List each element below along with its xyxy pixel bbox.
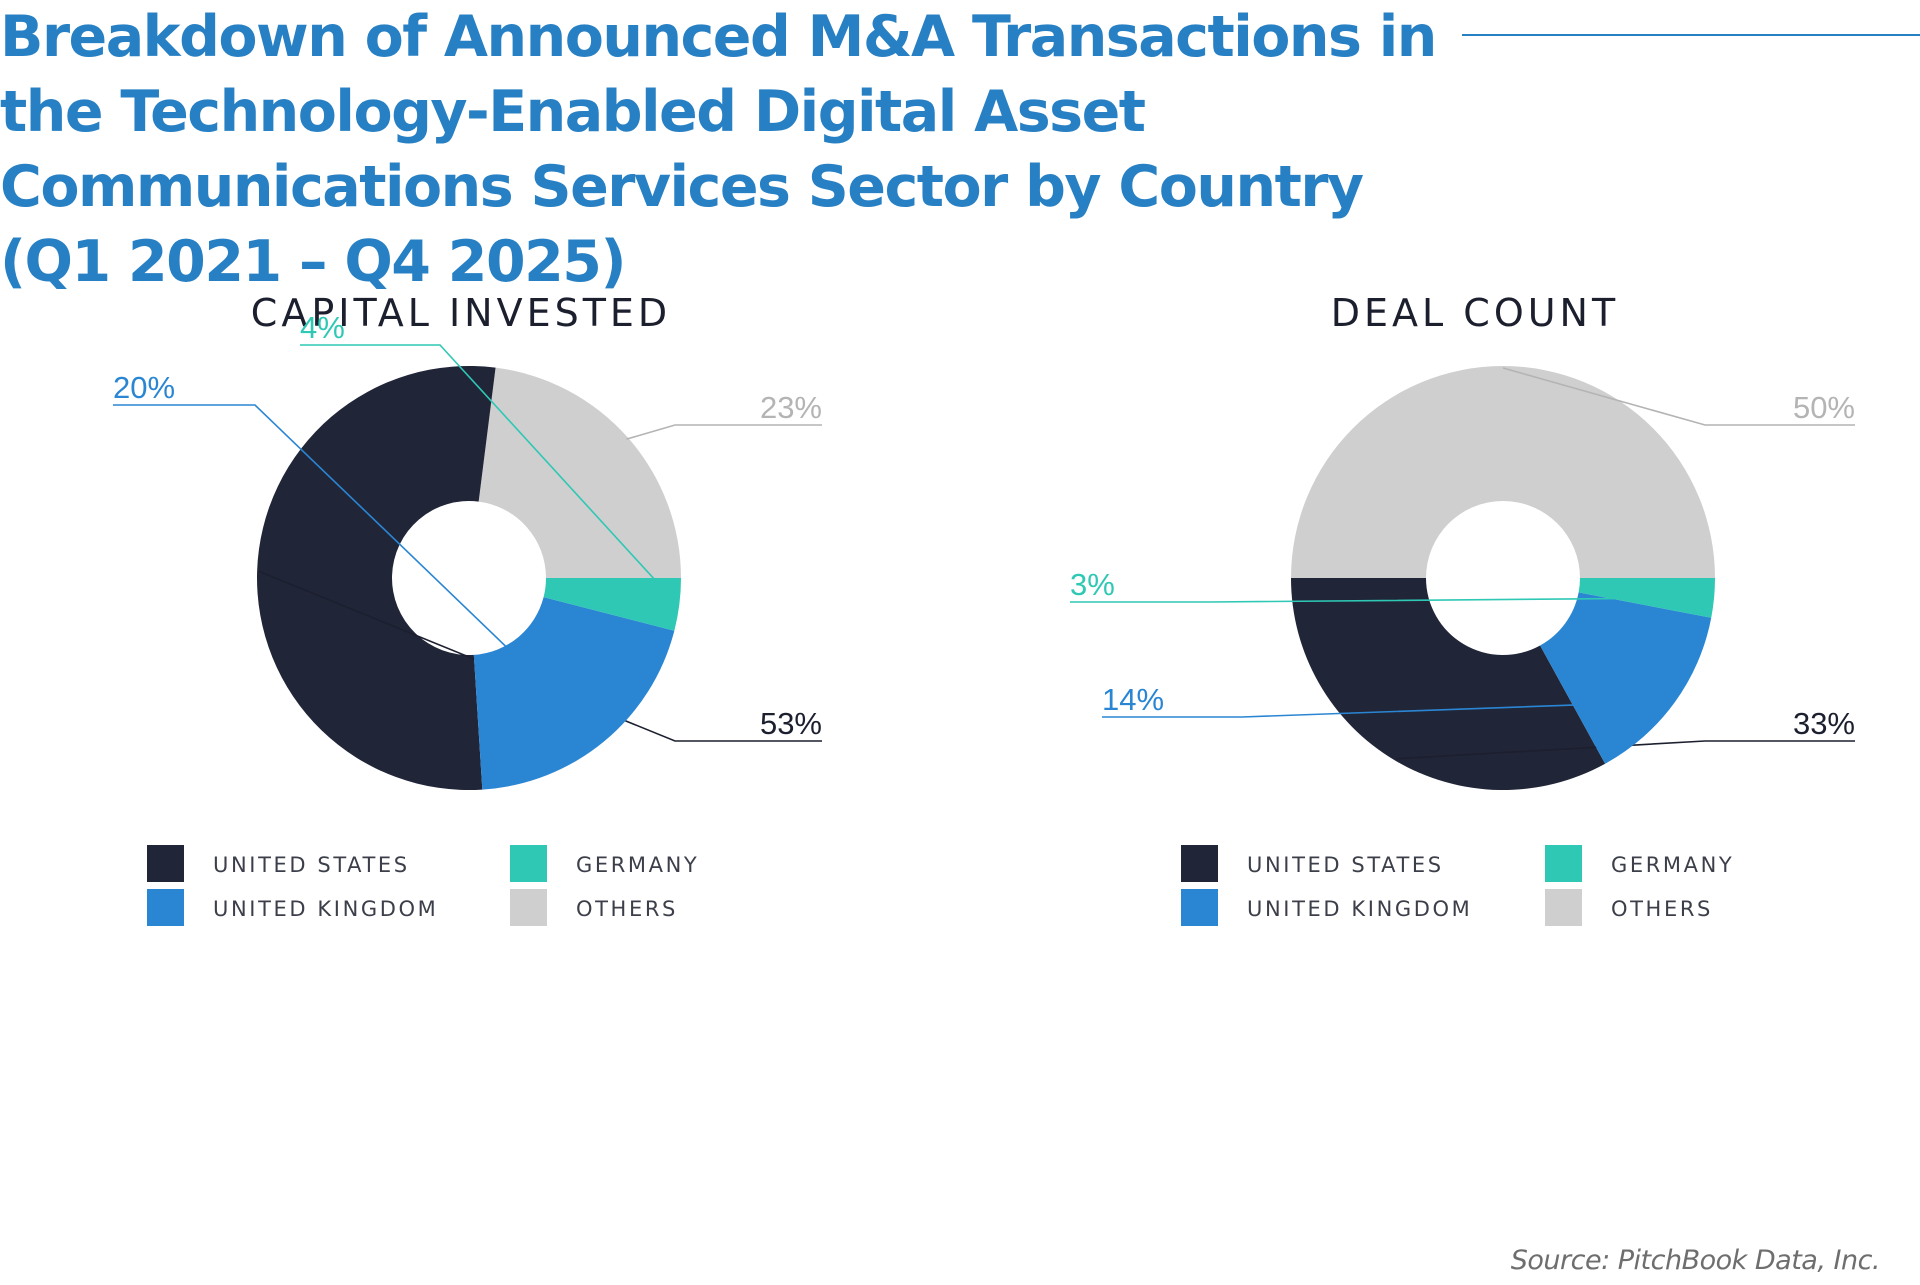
leader-line xyxy=(626,424,822,440)
slice-united-kingdom xyxy=(473,597,675,790)
legend-swatch xyxy=(1545,845,1582,882)
legend-label: UNITED STATES xyxy=(1247,853,1444,877)
legend-label: GERMANY xyxy=(576,853,699,877)
leader-line xyxy=(258,570,822,742)
legend-item-germany: GERMANY xyxy=(1545,845,1734,882)
legend-swatch xyxy=(147,845,184,882)
legend-swatch xyxy=(1181,845,1218,882)
slice-united-states xyxy=(256,365,496,790)
slice-germany xyxy=(543,578,681,631)
legend-swatch xyxy=(147,889,184,926)
legend-label: GERMANY xyxy=(1611,853,1734,877)
legend-swatch xyxy=(510,889,547,926)
leader-line xyxy=(1396,740,1855,760)
legend-item-united-states: UNITED STATES xyxy=(1181,845,1444,882)
source-note: Source: PitchBook Data, Inc. xyxy=(1510,1245,1881,1276)
leader-line xyxy=(1102,700,1673,718)
legend-item-united-states: UNITED STATES xyxy=(147,845,410,882)
chart-title: DEAL COUNT xyxy=(1331,291,1619,335)
legend-item-united-kingdom: UNITED KINGDOM xyxy=(1181,889,1472,926)
leader-line xyxy=(1070,596,1713,603)
legend-swatch xyxy=(1545,889,1582,926)
slice-united-kingdom xyxy=(1540,592,1712,764)
slice-united-states xyxy=(1291,578,1606,791)
data-label-germany: 4% xyxy=(300,310,345,345)
data-label-united-kingdom: 20% xyxy=(113,370,175,405)
data-label-united-states: 53% xyxy=(760,706,822,741)
leader-line xyxy=(113,404,604,741)
data-label-germany: 3% xyxy=(1070,567,1115,602)
legend-item-germany: GERMANY xyxy=(510,845,699,882)
chart-deal-count: DEAL COUNT 50% 33% 14% 3% UNITED STATES GERMAN… xyxy=(1070,291,1855,926)
legend-swatch xyxy=(1181,889,1218,926)
leader-line xyxy=(1502,367,1855,426)
slice-others xyxy=(478,367,681,578)
legend-label: OTHERS xyxy=(1611,897,1713,921)
data-label-others: 23% xyxy=(760,390,822,425)
leader-line xyxy=(300,344,678,605)
chart-title: CAPITAL INVESTED xyxy=(251,291,671,335)
legend-swatch xyxy=(510,845,547,882)
legend-label: UNITED KINGDOM xyxy=(213,897,438,921)
slice-others xyxy=(1291,366,1715,578)
data-label-united-states: 33% xyxy=(1793,706,1855,741)
chart-capital-invested: CAPITAL INVESTED 23% 53% 20% 4% UNITED STATES… xyxy=(113,291,822,926)
title-rule xyxy=(1462,34,1920,36)
legend-label: UNITED KINGDOM xyxy=(1247,897,1472,921)
legend-item-united-kingdom: UNITED KINGDOM xyxy=(147,889,438,926)
legend-label: OTHERS xyxy=(576,897,678,921)
page-title: Breakdown of Announced M&A Transactions … xyxy=(0,4,1437,295)
data-label-united-kingdom: 14% xyxy=(1102,682,1164,717)
legend-item-others: OTHERS xyxy=(510,889,678,926)
legend-label: UNITED STATES xyxy=(213,853,410,877)
data-label-others: 50% xyxy=(1793,390,1855,425)
legend-item-others: OTHERS xyxy=(1545,889,1713,926)
